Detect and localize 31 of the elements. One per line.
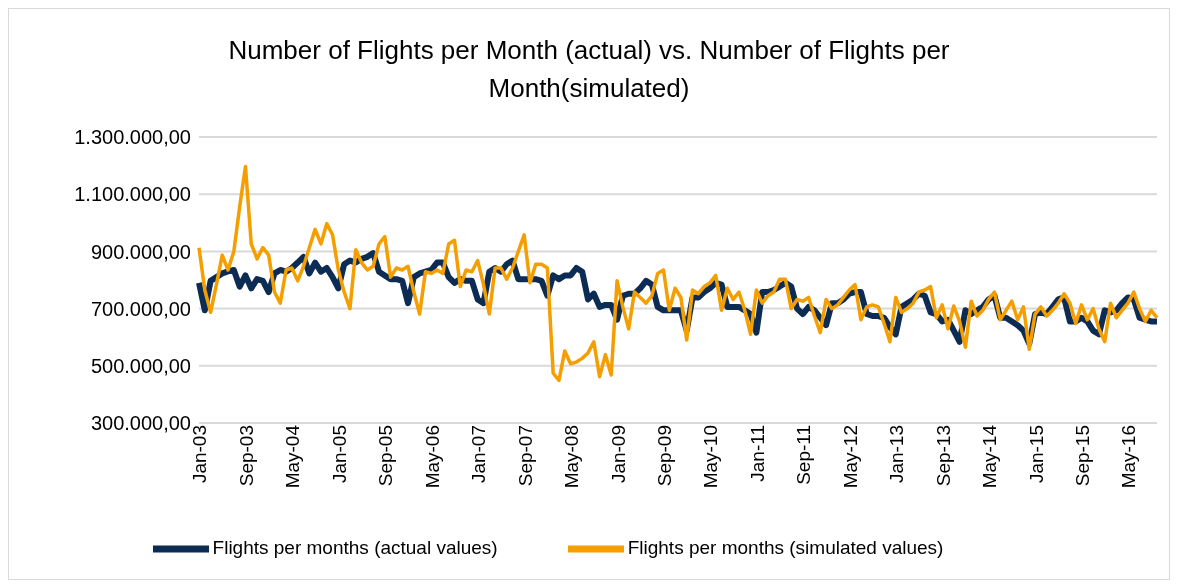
legend-label: Flights per months (actual values) — [212, 537, 498, 559]
x-tick-label: Sep-07 — [514, 425, 536, 487]
x-tick-label: Sep-09 — [653, 425, 675, 487]
x-tick-label: Sep-05 — [375, 425, 397, 487]
y-tick-label: 1.300.000,00 — [74, 126, 191, 149]
x-tick-label: Jan-15 — [1025, 425, 1047, 484]
y-tick-label: 700.000,00 — [90, 297, 191, 320]
y-tick-label: 1.100.000,00 — [74, 183, 191, 206]
y-tick-label: 300.000,00 — [90, 412, 191, 435]
y-tick-label: 500.000,00 — [90, 354, 191, 377]
x-tick-label: May-16 — [1118, 425, 1140, 489]
x-tick-label: Sep-15 — [1072, 425, 1094, 487]
x-tick-label: Jan-03 — [189, 425, 211, 484]
x-tick-label: May-04 — [282, 424, 304, 489]
x-tick-label: Sep-11 — [793, 425, 815, 485]
x-tick-label: Jan-05 — [328, 425, 350, 484]
x-tick-label: Jan-13 — [886, 425, 908, 484]
x-tick-label: Jan-11 — [746, 425, 768, 482]
x-tick-label: Sep-13 — [932, 425, 954, 487]
legend-label: Flights per months (simulated values) — [627, 537, 944, 559]
x-tick-label: Jan-07 — [468, 425, 490, 484]
x-tick-label: May-14 — [979, 424, 1001, 489]
chart-title: Number of Flights per Month (actual) vs. Number of Flights per Month(simulated) — [227, 34, 951, 105]
line-series — [197, 164, 1159, 383]
x-tick-label: May-06 — [421, 425, 443, 489]
x-tick-label: May-10 — [700, 425, 722, 489]
x-tick-label: Jan-09 — [607, 425, 629, 484]
x-tick-label: May-12 — [839, 425, 861, 489]
x-tick-label: Sep-03 — [235, 425, 257, 487]
y-tick-label: 900.000,00 — [90, 240, 191, 263]
x-tick-label: May-08 — [561, 425, 583, 489]
